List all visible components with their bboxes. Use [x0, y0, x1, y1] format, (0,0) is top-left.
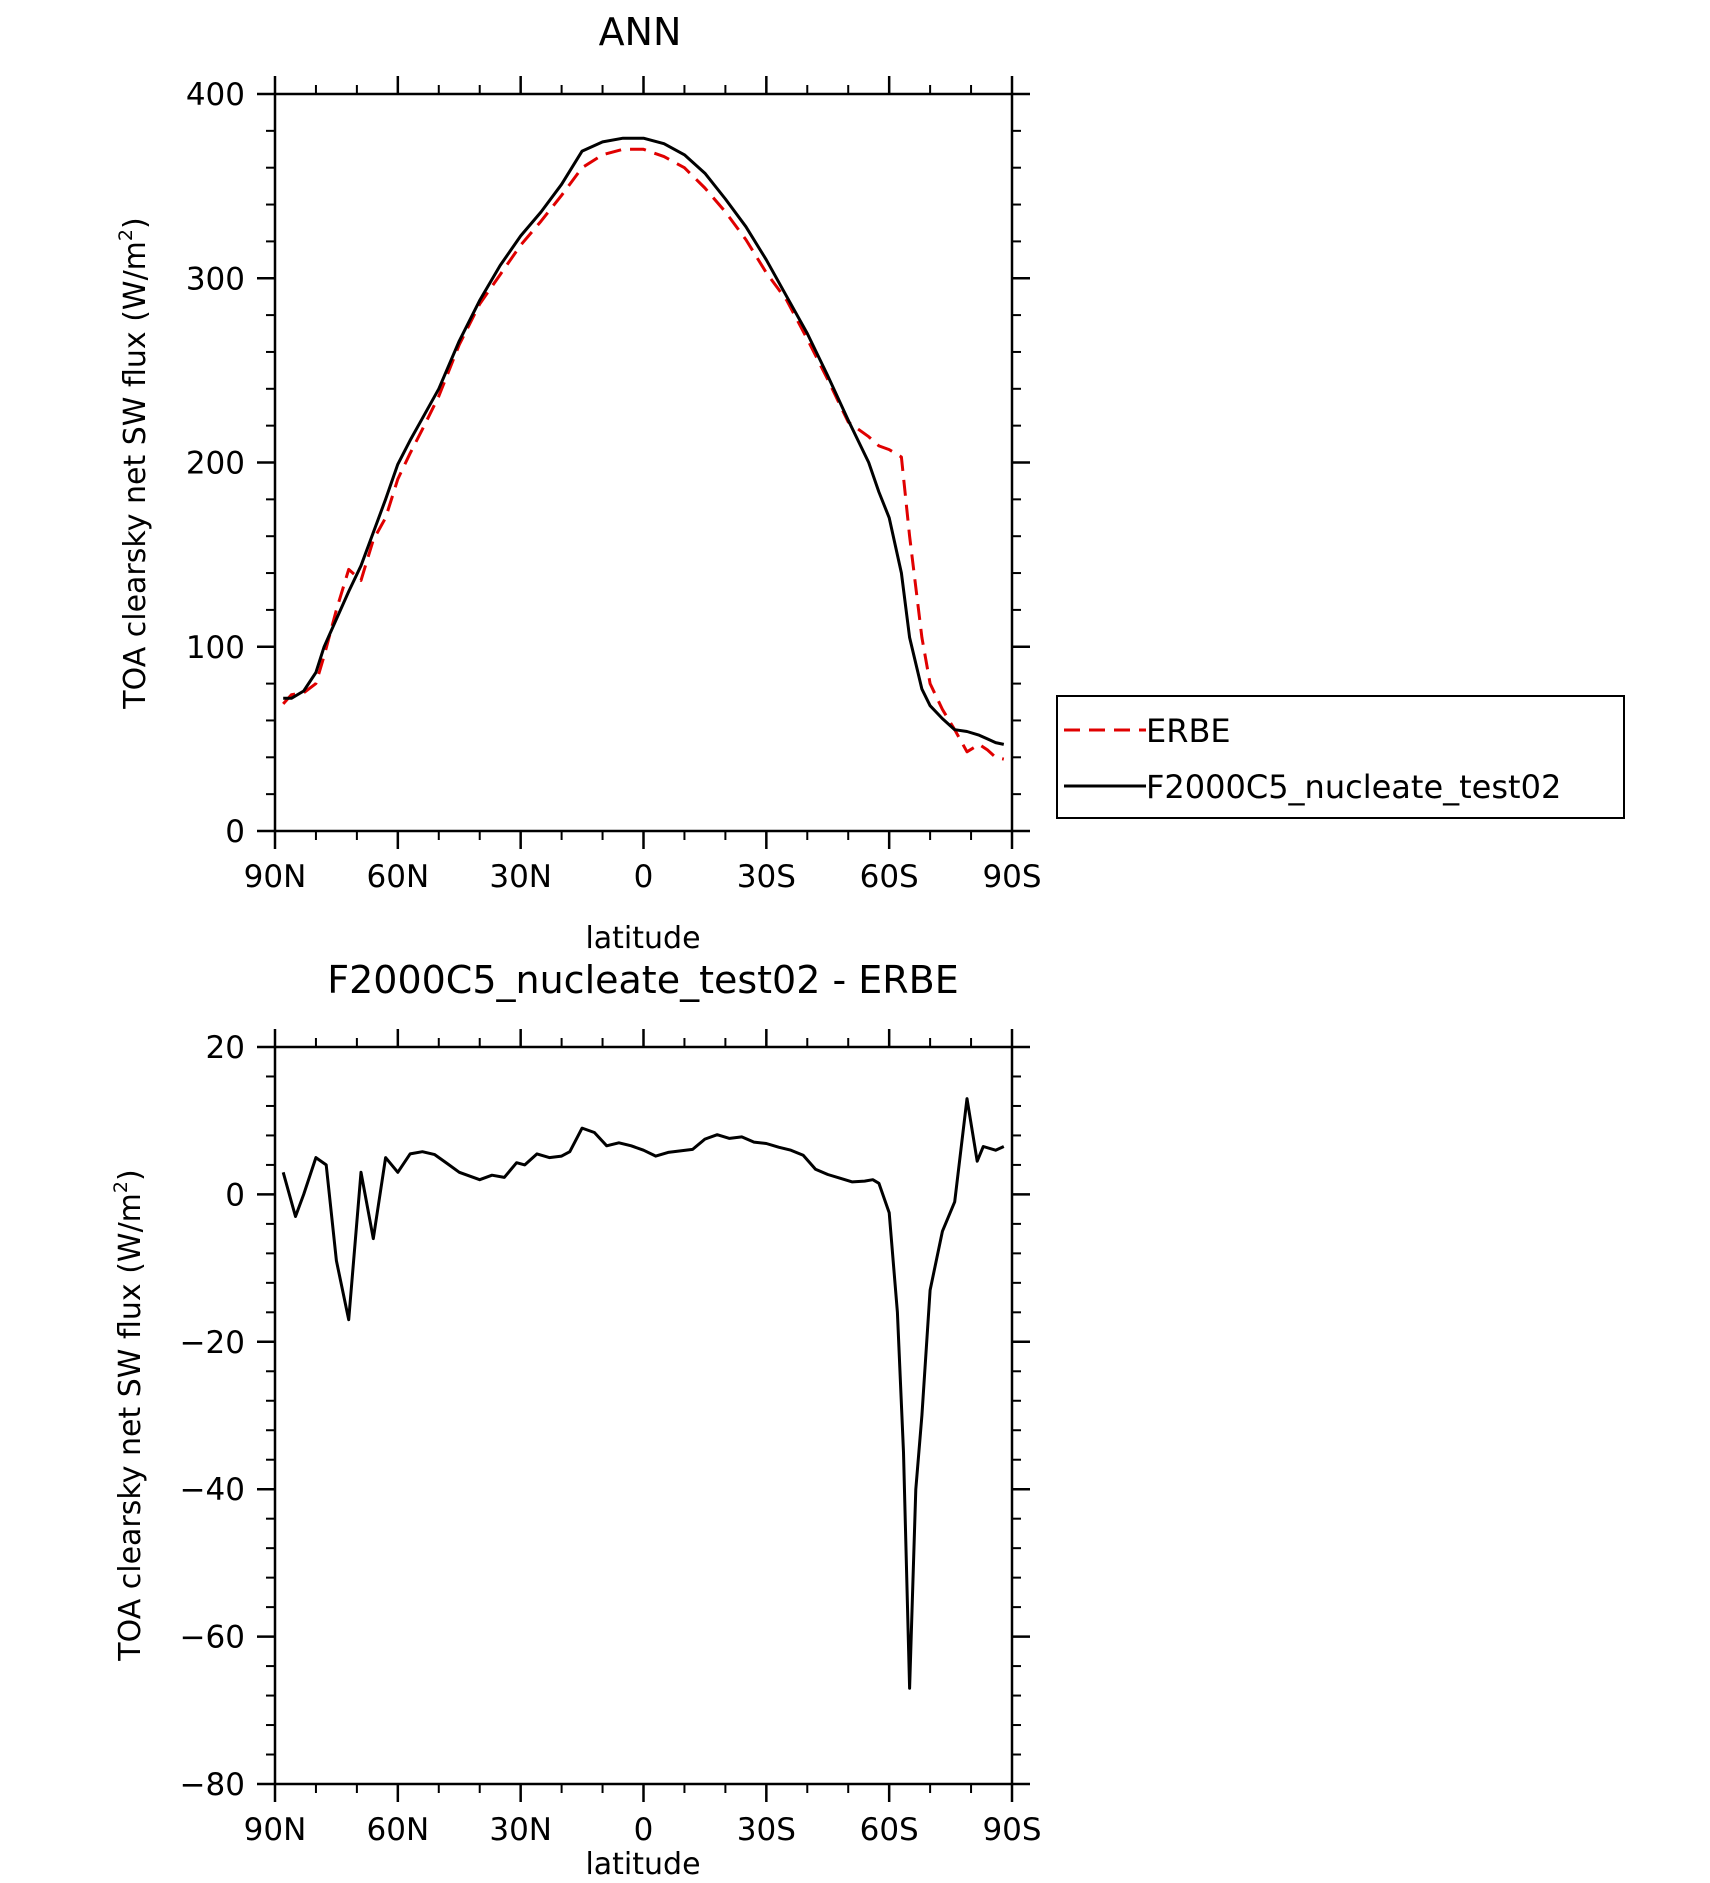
- bottom-x-axis-label: latitude: [585, 1847, 700, 1882]
- x-tick-label: 60S: [860, 1812, 919, 1848]
- bottom-plot-frame: [273, 1045, 1014, 1786]
- top-x-axis-label: latitude: [585, 921, 700, 956]
- y-tick-label: 20: [206, 1030, 245, 1066]
- y-tick-label: −80: [180, 1767, 245, 1803]
- x-tick-label: 30N: [489, 859, 552, 895]
- legend-model-label: F2000C5_nucleate_test02: [1146, 768, 1561, 806]
- y-tick-label: −40: [180, 1472, 245, 1508]
- top-axis-ticks: [257, 76, 1030, 849]
- y-tick-label: 300: [186, 261, 245, 297]
- y-tick-label: −20: [180, 1325, 245, 1361]
- legend-erbe-label: ERBE: [1146, 712, 1231, 750]
- erbe-series-line: [282, 147, 1005, 761]
- x-tick-label: 90S: [982, 859, 1041, 895]
- bottom-axis-ticks: [257, 1029, 1030, 1802]
- x-tick-label: 60S: [860, 859, 919, 895]
- x-tick-label: 90N: [244, 859, 307, 895]
- x-tick-label: 30S: [737, 1812, 796, 1848]
- top-plot-frame: [273, 92, 1014, 833]
- x-tick-label: 90N: [244, 1812, 307, 1848]
- x-tick-label: 0: [634, 1812, 654, 1848]
- difference-series-line: [281, 1097, 1005, 1690]
- x-tick-label: 60N: [367, 859, 430, 895]
- top-chart-title: ANN: [599, 10, 682, 54]
- y-tick-label: 0: [225, 814, 245, 850]
- f2000c5-nucleate-test02-series-line: [283, 136, 1005, 746]
- bottom-chart-title: F2000C5_nucleate_test02 - ERBE: [327, 958, 959, 1002]
- x-tick-label: 90S: [982, 1812, 1041, 1848]
- y-tick-label: −60: [180, 1620, 245, 1656]
- x-tick-label: 30N: [489, 1812, 552, 1848]
- top-panel: ANN 90N 60N 30N 0 30S 60S 90S 0 100 200 300 400 lat…: [115, 10, 1625, 956]
- y-tick-label: 400: [186, 77, 245, 113]
- y-tick-label: 0: [225, 1177, 245, 1213]
- bottom-tick-labels: 90N 60N 30N 0 30S 60S 90S −80 −60 −40 −20 0 20: [180, 1030, 1042, 1848]
- top-tick-labels: 90N 60N 30N 0 30S 60S 90S 0 100 200 300 400: [186, 77, 1042, 895]
- legend: ERBE F2000C5_nucleate_test02: [1056, 695, 1625, 819]
- y-tick-label: 100: [186, 630, 245, 666]
- legend-box: [1056, 695, 1625, 819]
- x-tick-label: 30S: [737, 859, 796, 895]
- x-tick-label: 60N: [367, 1812, 430, 1848]
- top-series-lines: [282, 136, 1005, 761]
- y-tick-label: 200: [186, 446, 245, 482]
- x-tick-label: 0: [634, 859, 654, 895]
- bottom-panel: F2000C5_nucleate_test02 - ERBE 90N 60N 30N…: [110, 958, 1042, 1882]
- bottom-series-lines: [281, 1097, 1005, 1690]
- top-y-axis-label: TOA clearsky net SW flux (W/m2): [115, 217, 153, 709]
- bottom-y-axis-label: TOA clearsky net SW flux (W/m2): [110, 1169, 148, 1661]
